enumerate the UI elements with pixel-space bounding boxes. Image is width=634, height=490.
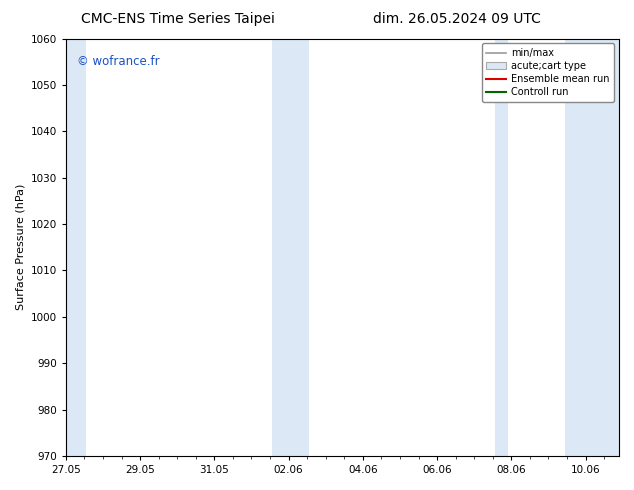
Legend: min/max, acute;cart type, Ensemble mean run, Controll run: min/max, acute;cart type, Ensemble mean … — [482, 44, 614, 102]
Bar — [565, 39, 619, 456]
Text: CMC-ENS Time Series Taipei: CMC-ENS Time Series Taipei — [81, 12, 275, 26]
Text: dim. 26.05.2024 09 UTC: dim. 26.05.2024 09 UTC — [373, 12, 540, 26]
Y-axis label: Surface Pressure (hPa): Surface Pressure (hPa) — [15, 184, 25, 311]
Bar — [272, 39, 309, 456]
Bar — [66, 39, 86, 456]
Text: © wofrance.fr: © wofrance.fr — [77, 55, 160, 68]
Bar — [495, 39, 508, 456]
